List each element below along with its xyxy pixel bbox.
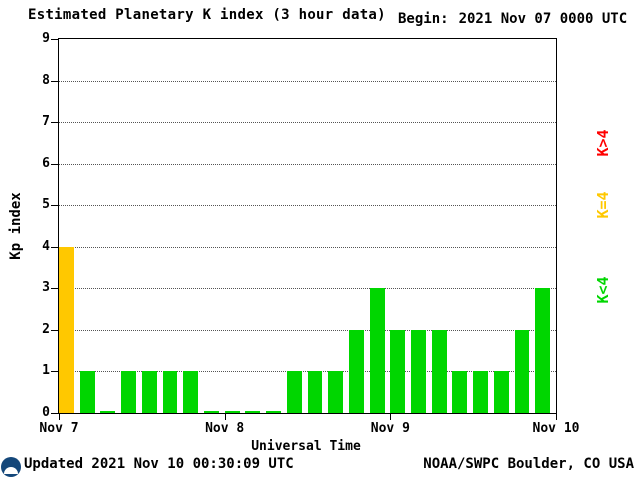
gridline [59,163,556,165]
kp-bar [514,329,530,413]
x-tick-label: Nov 10 [532,421,580,436]
y-tick-label: 6 [42,155,50,171]
gridline [59,288,556,290]
begin-label: Begin: [398,11,449,27]
kp-bar [245,411,261,413]
credit-text: NOAA/SWPC Boulder, CO USA [423,456,634,472]
kp-bar [183,371,199,413]
y-tick-label: 4 [42,238,50,254]
begin-value: 2021 Nov 07 0000 UTC [458,11,628,27]
x-tick-mark [556,414,557,420]
kp-bar [452,371,468,413]
kp-bar [141,371,157,413]
y-tick-mark [51,163,58,165]
y-tick-mark [51,39,58,40]
y-tick-mark [51,329,58,331]
gridline [59,205,556,207]
begin-timestamp: Begin: 2021 Nov 07 0000 UTC [398,11,627,27]
kp-bar [224,411,240,413]
noaa-logo-swoosh-icon [4,467,18,474]
plot-area [58,38,557,414]
y-tick-label: 5 [42,197,50,213]
kp-bar [266,411,281,413]
x-tick-mark [390,414,392,420]
y-tick-mark [51,246,58,248]
kp-bar [100,411,116,413]
kp-bar [203,411,219,413]
kp-bar [390,329,406,413]
x-axis-title: Universal Time [251,439,361,454]
x-tick-mark [224,414,226,420]
legend-k-lt-4: K<4 [594,276,612,304]
y-tick-mark [51,288,58,290]
gridline [59,329,556,331]
kp-bar [535,288,551,413]
updated-timestamp: Updated 2021 Nov 10 00:30:09 UTC [24,456,294,472]
kp-bar [369,288,385,413]
y-tick-label: 8 [42,72,50,88]
chart-title: Estimated Planetary K index (3 hour data… [28,7,386,23]
kp-bar [493,371,509,413]
y-tick-label: 2 [42,321,50,337]
x-tick-label: Nov 9 [370,421,410,436]
x-tick-mark [59,414,60,420]
kp-bar [162,371,178,413]
gridline [59,246,556,248]
y-tick-mark [51,413,58,414]
kp-bar [286,371,302,413]
noaa-logo [1,457,21,477]
x-tick-label: Nov 7 [39,421,79,436]
kp-bar [411,329,426,413]
y-tick-label: 3 [42,280,50,296]
gridline [59,122,556,124]
y-tick-mark [51,205,58,207]
kp-bar [473,371,489,413]
y-tick-label: 1 [42,363,50,379]
y-tick-mark [51,371,58,373]
kp-bar [79,371,95,413]
y-tick-label: 9 [42,31,50,46]
gridline [59,80,556,82]
x-tick-label: Nov 8 [205,421,245,436]
kp-bar [121,371,137,413]
kp-bar [307,371,323,413]
kp-bar [328,371,344,413]
legend-k-eq-4: K=4 [594,191,612,219]
kp-bar [348,329,364,413]
y-tick-mark [51,122,58,124]
kp-bar [431,329,447,413]
kp-bar [59,246,74,413]
y-tick-mark [51,80,58,82]
y-tick-label: 7 [42,114,50,130]
legend-k-gt-4: K>4 [594,129,612,157]
y-tick-label: 0 [42,405,50,420]
